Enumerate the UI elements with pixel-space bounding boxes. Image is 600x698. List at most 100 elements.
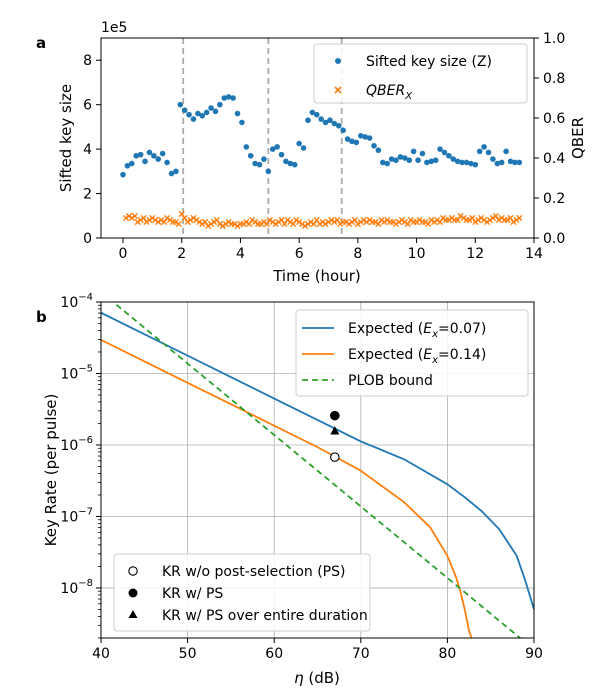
y2-tick-label: 0.4: [543, 151, 565, 167]
legend-label-sifted-key: Sifted key size (Z): [366, 54, 492, 70]
sifted-key-point: [331, 120, 338, 127]
panel-b-x-ticks: 40 50 60 70 80 90: [92, 638, 543, 662]
legend-marker-kr-ps: [128, 588, 138, 598]
x-tick-label: 2: [177, 246, 186, 262]
x-tick-label: 50: [179, 646, 197, 662]
sifted-key-point: [265, 168, 272, 175]
sifted-key-point: [190, 116, 197, 122]
sifted-key-point: [225, 94, 232, 100]
x-tick-label: 60: [265, 646, 283, 662]
sifted-key-point: [441, 149, 448, 156]
panel-a-y-offset: 1e5: [101, 20, 127, 36]
sifted-key-point: [424, 159, 430, 166]
panel-a-y2-ticks: 0.0 0.2 0.4 0.6 0.8 1.0: [534, 31, 565, 247]
y2-tick-label: 0.6: [543, 111, 565, 127]
sifted-key-point: [287, 160, 294, 167]
sifted-key-point: [450, 156, 457, 162]
panel-a-legend-box: [313, 43, 528, 104]
panel-b-legend-top-box: [295, 309, 529, 397]
sifted-key-point: [230, 95, 236, 101]
qber-point: [454, 216, 461, 224]
y-tick-label: 4: [83, 142, 92, 158]
sifted-key-point: [494, 160, 501, 167]
sifted-key-point: [340, 127, 346, 134]
y-tick-label: 10−7: [60, 506, 93, 525]
sifted-key-point: [309, 109, 316, 116]
sifted-key-point: [490, 156, 496, 162]
qber-point: [281, 220, 288, 228]
sifted-key-point: [159, 150, 166, 157]
sifted-key-point: [137, 151, 144, 158]
sifted-key-point: [358, 132, 364, 139]
panel-b-legend-bottom: KR w/o post-selection (PS) KR w/ PS KR w…: [113, 553, 371, 632]
sifted-key-point: [476, 148, 483, 155]
y-tick-label: 6: [83, 98, 92, 114]
qber-point: [178, 210, 185, 218]
panel-b-legend-top: Expected (Ex=0.07) Expected (Ex=0.14) PL…: [295, 309, 529, 397]
sifted-key-point: [120, 171, 126, 178]
panel-a: a 1e5 0 2 4 6 8 10 12 14 0 2 4 6 8 0.0 0.2 0.4 0.6 0.8 1…: [36, 20, 587, 285]
panel-a-y-axis-label: Sifted key size: [57, 84, 75, 192]
sifted-key-point: [129, 160, 135, 167]
legend-label-kr-ps: KR w/ PS: [162, 586, 223, 602]
qber-point: [425, 220, 432, 228]
sifted-key-point: [305, 117, 311, 124]
qber-point: [436, 218, 444, 226]
sifted-key-point: [516, 159, 523, 166]
sifted-key-point: [366, 135, 373, 141]
y-tick-label: 10−8: [60, 578, 93, 597]
sifted-key-point: [419, 150, 426, 157]
sifted-key-point: [463, 159, 470, 166]
panel-b-measured-points: [330, 410, 340, 462]
curve-plob-bound: [111, 302, 522, 638]
qber-point: [140, 214, 147, 222]
point-kr-ps-entire: [330, 426, 340, 435]
x-tick-label: 80: [438, 646, 456, 662]
panel-a-plot-frame: [100, 37, 535, 239]
sifted-key-point: [375, 147, 382, 154]
sifted-key-point: [498, 159, 505, 166]
y-tick-label: 10−6: [60, 435, 93, 454]
panel-a-label: a: [36, 34, 46, 52]
qber-point: [181, 214, 188, 222]
qber-point: [469, 214, 476, 222]
sifted-key-point: [181, 107, 188, 114]
sifted-key-point: [221, 95, 228, 101]
x-tick-label: 12: [466, 246, 484, 262]
panel-b-curves: [101, 302, 534, 638]
qber-point: [175, 220, 182, 228]
sifted-key-point: [432, 157, 439, 164]
sifted-key-point: [459, 159, 465, 166]
y-tick-label: 8: [83, 53, 92, 69]
legend-label-expected-007: Expected (Ex=0.07): [348, 321, 486, 340]
sifted-key-point: [322, 119, 329, 126]
sifted-key-point: [415, 157, 421, 164]
panel-b-y-axis-label: Key Rate (per pulse): [42, 394, 60, 547]
sifted-key-point: [388, 156, 395, 162]
sifted-key-point: [410, 148, 417, 155]
sifted-key-point: [173, 168, 179, 175]
sifted-key-point: [247, 152, 254, 159]
qber-point: [290, 220, 297, 228]
panel-a-legend: Sifted key size (Z) QBERX: [313, 43, 528, 104]
sifted-key-point: [186, 111, 192, 118]
sifted-key-point: [208, 105, 214, 111]
qber-point: [334, 216, 341, 224]
sifted-key-point: [296, 140, 302, 147]
sifted-key-point: [212, 108, 219, 115]
sifted-key-point: [151, 152, 157, 159]
curve-expected-0-14: [101, 339, 473, 638]
sifted-key-point: [318, 116, 324, 122]
qber-point: [375, 220, 382, 228]
sifted-key-point: [195, 110, 201, 117]
y2-tick-label: 1.0: [543, 31, 565, 47]
sifted-key-point: [437, 146, 443, 152]
sifted-key-point: [393, 157, 399, 164]
qber-point: [278, 216, 285, 224]
qber-point: [313, 216, 320, 224]
y-tick-label: 0: [83, 231, 92, 247]
x-tick-label: 70: [352, 646, 370, 662]
sifted-key-point: [252, 160, 258, 167]
qber-point: [202, 218, 209, 226]
y-tick-label: 2: [83, 187, 92, 203]
